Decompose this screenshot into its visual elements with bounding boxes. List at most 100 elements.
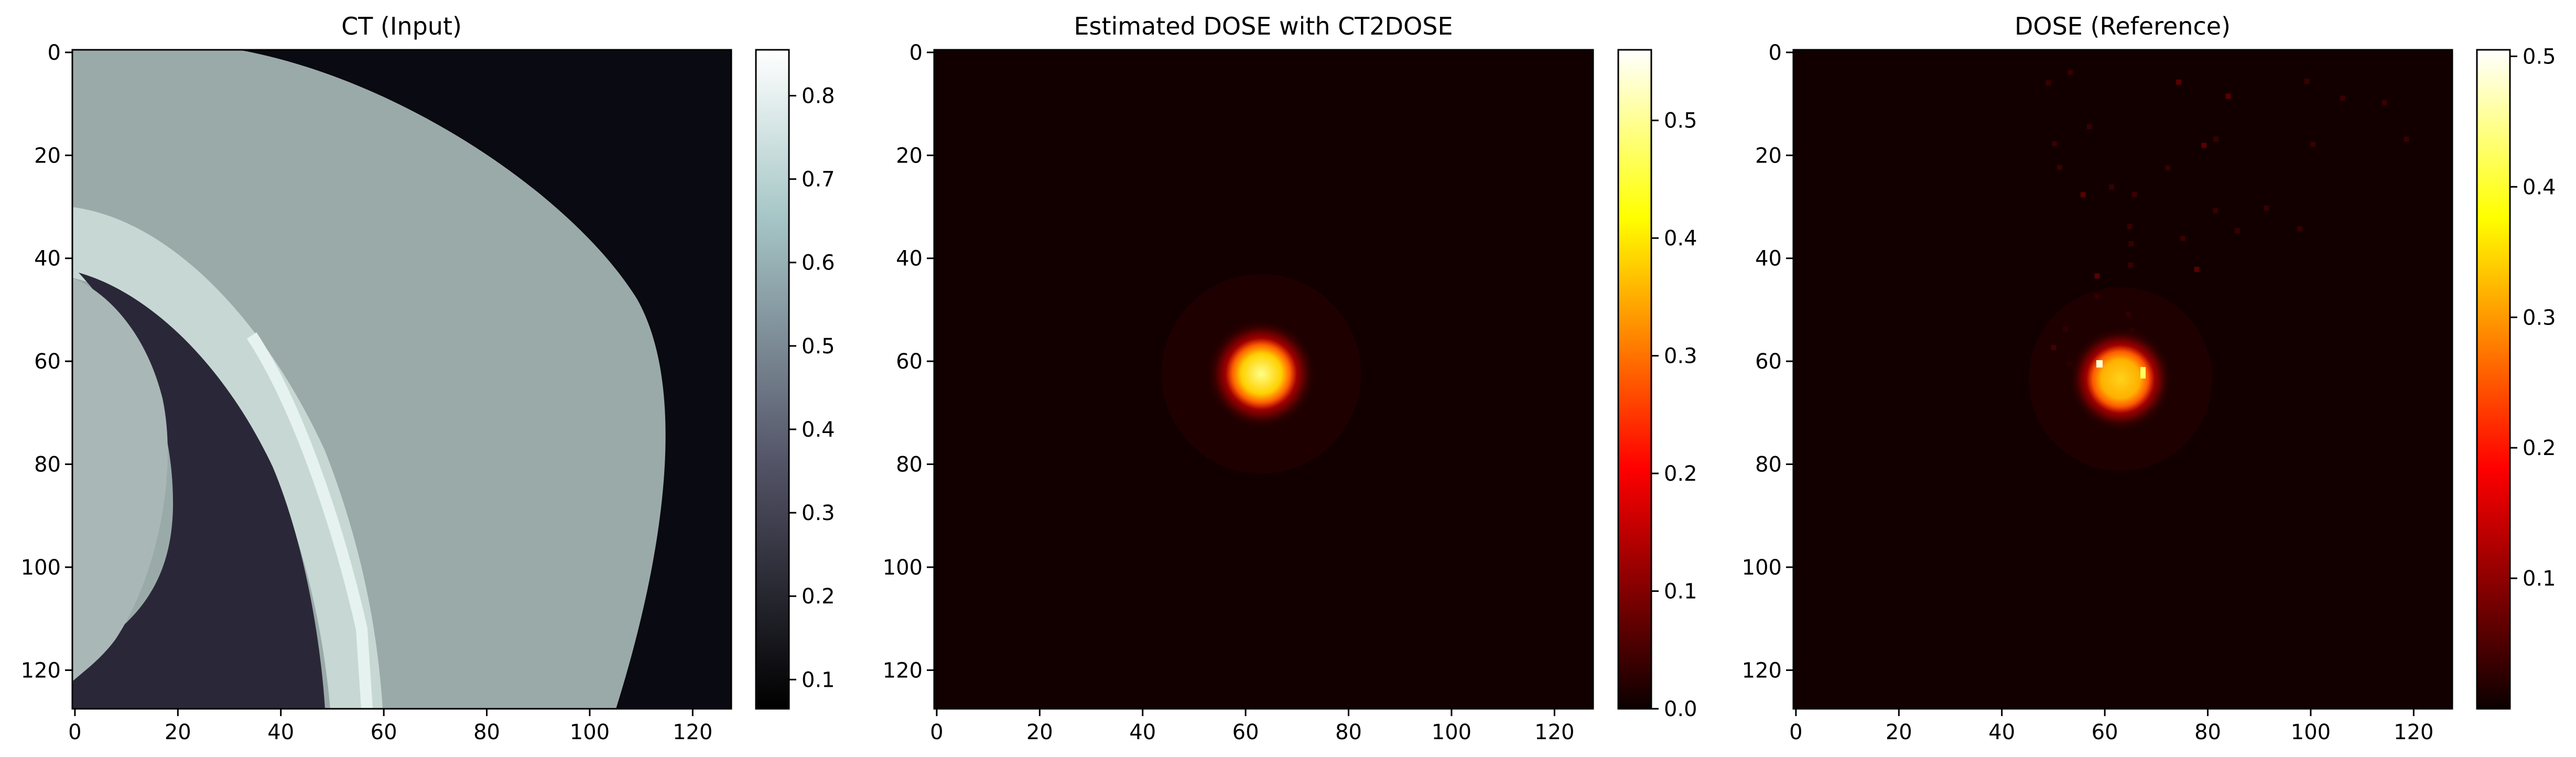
- x-tick-label: 100: [2291, 720, 2331, 744]
- dose-speckle: [2052, 141, 2057, 147]
- panel-reference-dose: DOSE (Reference) 0 20 40 60 80 100 120 0 20 40 60…: [1742, 12, 2556, 744]
- x-tick-label: 80: [1335, 720, 1362, 744]
- panel-estimated-dose: Estimated DOSE with CT2DOSE 0 20 40 60 80 100…: [883, 12, 1697, 744]
- x-tick-label: 120: [2394, 720, 2433, 744]
- dose-speckle: [2304, 78, 2310, 84]
- dose-speckle: [2382, 100, 2387, 105]
- ct-yaxis: 0 20 40 60 80 100 120: [21, 41, 72, 683]
- dose-speckle: [2131, 191, 2137, 197]
- y-tick-label: 80: [896, 453, 923, 477]
- y-tick-label: 20: [896, 144, 923, 168]
- colorbar-tick-label: 0.7: [802, 168, 835, 192]
- dose-speckle: [2086, 124, 2092, 129]
- ct-image: [72, 50, 731, 709]
- dose-speckle: [2264, 205, 2269, 211]
- reference-frame: [1792, 49, 2453, 710]
- dose-reference-image: [1793, 50, 2452, 709]
- x-tick-label: 40: [267, 720, 294, 744]
- colorbar-tick-label: 0.2: [1664, 462, 1697, 486]
- dose-spot: [2065, 324, 2175, 434]
- panel-title: CT (Input): [341, 12, 462, 40]
- dose-speckle: [2127, 224, 2133, 229]
- y-tick-label: 0: [48, 41, 61, 65]
- x-tick-label: 80: [2194, 720, 2221, 744]
- dose-speckle: [2080, 192, 2086, 198]
- dose-speckle: [2310, 142, 2315, 147]
- colorbar-tick-label: 0.3: [2523, 306, 2556, 330]
- dose-speckle: [2213, 208, 2218, 213]
- estimated-frame: [933, 49, 1594, 710]
- y-tick-label: 20: [34, 144, 61, 168]
- dose-speckle: [2213, 136, 2218, 142]
- dose-speckle: [2165, 165, 2170, 171]
- y-tick-label: 60: [34, 350, 61, 374]
- x-tick-label: 120: [1534, 720, 1574, 744]
- y-tick-label: 100: [21, 556, 61, 580]
- dose-speckle: [2180, 235, 2185, 241]
- y-tick-label: 120: [21, 658, 61, 683]
- y-tick-label: 100: [883, 556, 923, 580]
- dose-estimate-image: [934, 50, 1593, 709]
- colorbar-tick-label: 0.1: [2523, 567, 2556, 591]
- colorbar-frame: [755, 49, 790, 710]
- ct-xaxis: 0 20 40 60 80 100 120: [68, 709, 713, 744]
- dose-speckle: [2297, 226, 2302, 232]
- colorbar-frame: [2476, 49, 2511, 710]
- x-tick-label: 60: [2092, 720, 2118, 744]
- colorbar-tick-label: 0.1: [1664, 580, 1697, 604]
- ct-left-tissue: [72, 278, 168, 682]
- colorbar-tick-label: 0.3: [802, 501, 835, 525]
- ct-lung: [72, 273, 325, 709]
- colorbar-tick-label: 0.8: [802, 84, 835, 109]
- colorbar-gradient: [756, 50, 789, 709]
- estimated-colorbar: 0.0 0.1 0.2 0.3 0.4 0.5: [1617, 49, 1697, 721]
- colorbar-tick-label: 0.6: [802, 251, 835, 275]
- y-tick-label: 60: [1755, 350, 1782, 374]
- x-tick-label: 0: [930, 720, 943, 744]
- panel-title: Estimated DOSE with CT2DOSE: [1074, 12, 1453, 40]
- x-tick-label: 0: [68, 720, 81, 744]
- x-tick-label: 40: [1129, 720, 1156, 744]
- panel-title: DOSE (Reference): [2015, 12, 2231, 40]
- estimated-xaxis: 0 20 40 60 80 100 120: [930, 709, 1575, 744]
- dose-speckle: [2109, 184, 2114, 190]
- dose-speckle: [2057, 165, 2062, 170]
- ct-bone: [72, 207, 383, 709]
- colorbar-tick-label: 0.0: [1664, 697, 1697, 721]
- y-tick-label: 20: [1755, 144, 1782, 168]
- x-tick-label: 40: [1988, 720, 2015, 744]
- y-tick-label: 40: [1755, 247, 1782, 271]
- colorbar-frame: [1617, 49, 1652, 710]
- x-tick-label: 60: [1232, 720, 1259, 744]
- reference-yaxis: 0 20 40 60 80 100 120: [1742, 41, 1793, 683]
- colorbar-gradient: [2477, 50, 2510, 709]
- y-tick-label: 100: [1742, 556, 1782, 580]
- reference-colorbar: 0.1 0.2 0.3 0.4 0.5: [2476, 45, 2556, 710]
- ct-frame: [71, 49, 732, 710]
- dose-spot: [1204, 316, 1319, 431]
- colorbar-tick-label: 0.2: [802, 585, 835, 609]
- colorbar-gradient: [1618, 50, 1651, 709]
- ct-bone-highlight: [246, 332, 373, 709]
- colorbar-tick-label: 0.3: [1664, 344, 1697, 369]
- y-tick-label: 80: [34, 453, 61, 477]
- y-tick-label: 0: [910, 41, 923, 65]
- panel-ct: CT (Input) 0 20 40 60 80 100 120 0 20 40 60 80 100 1…: [21, 12, 835, 744]
- colorbar-tick-label: 0.4: [802, 418, 835, 442]
- dose-speckle: [2128, 241, 2134, 246]
- y-tick-label: 80: [1755, 453, 1782, 477]
- dose-speckle: [2128, 262, 2134, 268]
- dose-speckle: [2194, 266, 2200, 272]
- dose-speckle: [2176, 79, 2181, 85]
- dose-speckle: [2234, 228, 2240, 234]
- y-tick-label: 60: [896, 350, 923, 374]
- x-tick-label: 120: [673, 720, 712, 744]
- y-tick-label: 120: [1742, 658, 1782, 683]
- colorbar-tick-label: 0.1: [802, 668, 835, 692]
- colorbar-tick-label: 0.5: [802, 334, 835, 359]
- dose-speckle: [2225, 93, 2231, 99]
- x-tick-label: 20: [165, 720, 191, 744]
- y-tick-label: 0: [1769, 41, 1782, 65]
- y-tick-label: 40: [34, 247, 61, 271]
